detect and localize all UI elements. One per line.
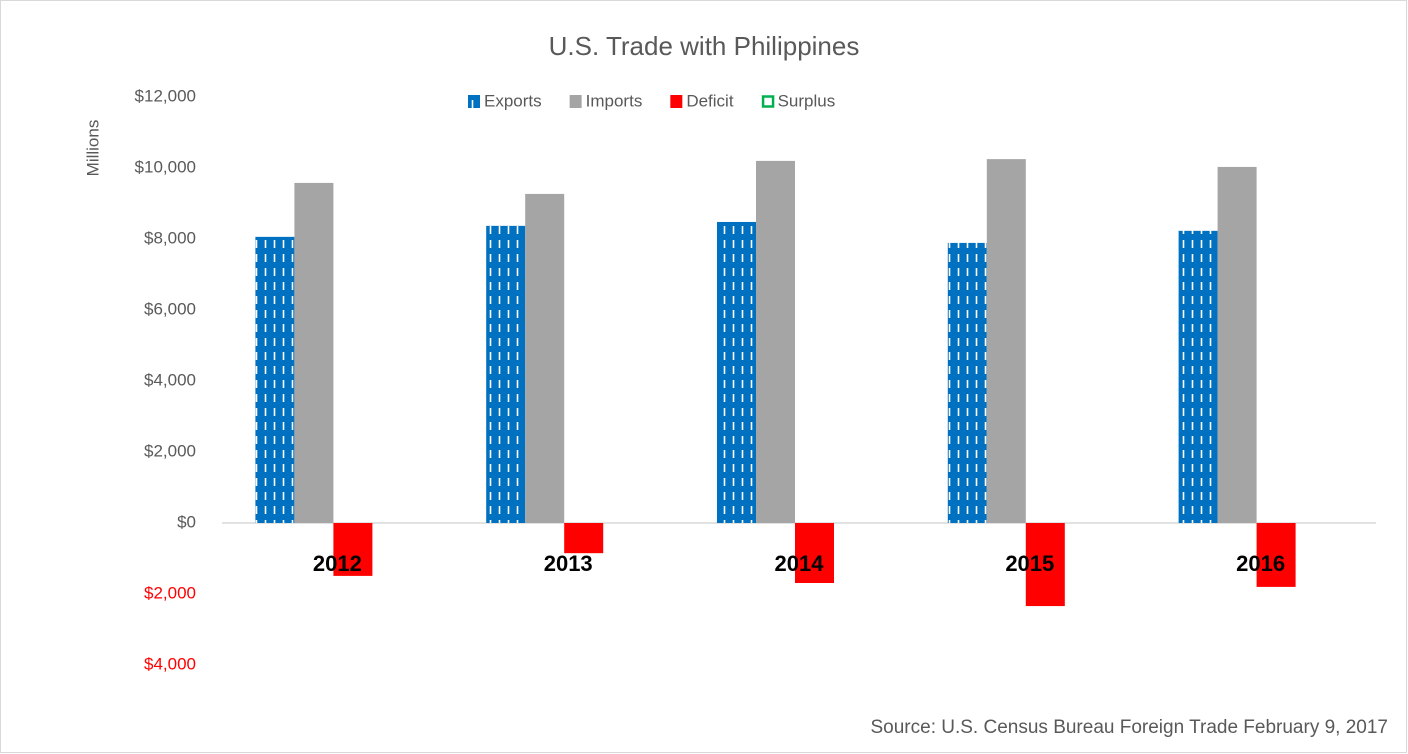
legend-swatch (569, 95, 582, 108)
bar (717, 221, 756, 523)
x-tick-label: 2014 (775, 551, 825, 576)
y-tick-label: $2,000 (144, 583, 196, 602)
x-tick-label: 2013 (544, 551, 593, 576)
x-tick-label: 2015 (1005, 551, 1054, 576)
chart-title: U.S. Trade with Philippines (549, 31, 860, 61)
y-tick-label: $10,000 (135, 157, 196, 176)
bar (564, 523, 604, 554)
legend-swatch (670, 95, 683, 108)
y-tick-label: $6,000 (144, 299, 196, 318)
bar (255, 236, 295, 523)
legend-label: Deficit (686, 91, 734, 110)
y-axis-label: Millions (83, 120, 102, 177)
legend-label: Surplus (778, 91, 836, 110)
bar (947, 242, 987, 523)
bar (525, 193, 565, 524)
y-tick-label: $12,000 (135, 86, 196, 105)
legend-swatch (468, 95, 480, 108)
bar (1256, 523, 1296, 587)
bar (1217, 166, 1257, 523)
bar (795, 523, 834, 583)
bar (486, 225, 526, 524)
legend-label: Exports (484, 91, 542, 110)
y-tick-label: $2,000 (144, 441, 196, 460)
bar (294, 182, 334, 523)
x-tick-label: 2012 (313, 551, 362, 576)
y-tick-label: $4,000 (144, 370, 196, 389)
bar (1178, 230, 1218, 523)
x-tick-label: 2016 (1236, 551, 1285, 576)
y-tick-label: $4,000 (144, 654, 196, 673)
bar (756, 160, 795, 523)
bar (986, 159, 1026, 523)
source-note: Source: U.S. Census Bureau Foreign Trade… (871, 717, 1389, 738)
y-tick-label: $0 (177, 512, 196, 531)
bar (1025, 523, 1065, 607)
y-tick-label: $8,000 (144, 228, 196, 247)
legend-swatch (761, 95, 775, 108)
bar (333, 523, 373, 576)
legend-label: Imports (586, 91, 643, 110)
